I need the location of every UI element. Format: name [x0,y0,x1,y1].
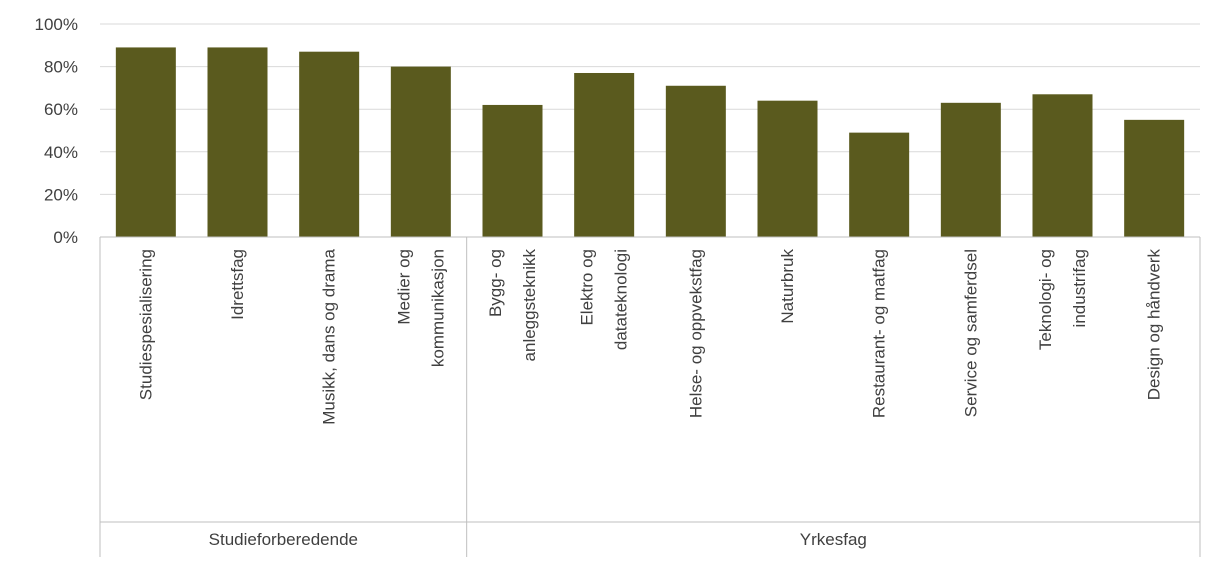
category-label: Service og samferdsel [961,249,980,417]
y-tick-label: 100% [35,15,78,34]
bar [482,104,543,237]
bar [390,66,451,237]
bar [665,85,726,238]
bar [574,72,635,238]
bar [757,100,818,238]
group-labels: Studieforberedende Yrkesfag [209,530,867,549]
x-axis [99,236,1201,557]
y-axis-ticks: 0% 20% 40% 60% 80% 100% [35,15,78,247]
category-label: Teknologi- og [1036,249,1055,350]
bar [1032,94,1093,237]
category-label: Restaurant- og matfag [870,249,889,418]
y-tick-label: 80% [44,58,78,77]
y-tick-label: 20% [44,185,78,204]
group-label: Yrkesfag [800,530,867,549]
category-label: Design og håndverk [1145,249,1164,401]
category-label: kommunikasjon [428,249,447,367]
category-label: anleggsteknikk [520,249,539,362]
category-label: Medier og [394,249,413,325]
gridlines [100,23,1200,195]
category-label: Bygg- og [486,249,505,317]
category-labels: Studiespesialisering Idrettsfag Musikk, da… [136,248,1163,424]
category-label: Musikk, dans og drama [320,248,339,424]
y-tick-label: 60% [44,100,78,119]
bar [299,51,360,237]
category-label: Helse- og oppvekstfag [686,249,705,418]
category-label: Elektro og [578,249,597,326]
bar [849,132,910,237]
bars [115,47,1185,238]
group-label: Studieforberedende [209,530,358,549]
category-label: Studiespesialisering [136,249,155,400]
bar [940,102,1001,237]
category-label: industrifag [1070,249,1089,327]
bar [1124,119,1185,237]
bar [115,47,176,238]
y-tick-label: 0% [53,228,78,247]
y-tick-label: 40% [44,143,78,162]
category-label: Naturbruk [778,249,797,324]
category-label: Idrettsfag [228,249,247,320]
category-label: datateknologi [612,249,631,350]
bar [207,47,268,238]
